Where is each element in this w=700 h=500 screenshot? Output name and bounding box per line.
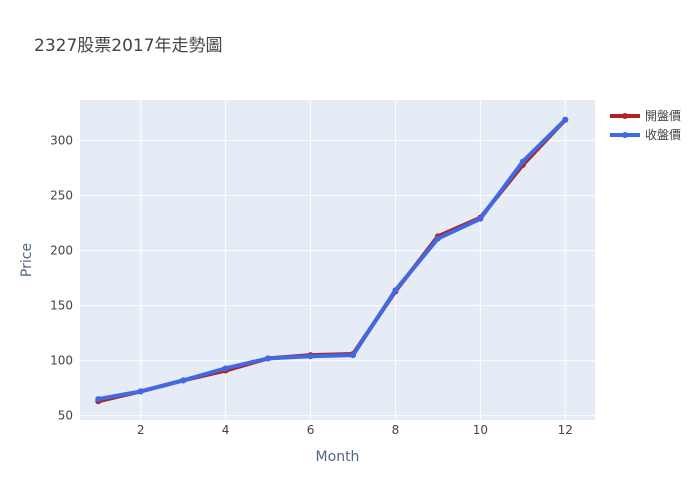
legend-swatch-marker [622, 132, 628, 138]
x-tick-label: 10 [473, 423, 488, 437]
series-layer [95, 116, 569, 405]
series-2 [95, 116, 569, 403]
data-point [519, 158, 526, 165]
y-tick-label: 150 [50, 299, 73, 313]
y-axis-title: Price [19, 243, 35, 277]
data-point [562, 116, 569, 123]
y-axis-ticks: 50 100 150 200 250 300 [50, 134, 73, 423]
legend-item-2[interactable]: 收盤價 [610, 128, 681, 142]
data-point [434, 235, 441, 242]
x-axis-title: Month [316, 449, 360, 465]
legend-label: 收盤價 [645, 128, 681, 142]
x-tick-label: 8 [392, 423, 400, 437]
x-axis-ticks: 2 4 6 8 10 12 [137, 423, 573, 437]
data-point [180, 377, 187, 384]
x-tick-label: 2 [137, 423, 145, 437]
y-tick-label: 100 [50, 354, 73, 368]
data-point [265, 355, 272, 362]
x-tick-label: 12 [558, 423, 573, 437]
series-line [96, 117, 568, 402]
data-point [95, 396, 102, 403]
x-tick-label: 6 [307, 423, 315, 437]
plot-area [80, 100, 595, 420]
data-point [137, 388, 144, 395]
x-tick-label: 4 [222, 423, 230, 437]
gridlines [80, 100, 595, 420]
legend-item-1[interactable]: 開盤價 [610, 109, 681, 123]
data-point [392, 287, 399, 294]
data-point [349, 352, 356, 359]
data-point [222, 365, 229, 372]
data-point [477, 215, 484, 222]
legend-swatch-marker [622, 113, 628, 119]
y-tick-label: 300 [50, 134, 73, 148]
legend-label: 開盤價 [645, 109, 681, 123]
chart-title: 2327股票2017年走勢圖 [34, 36, 223, 56]
data-point [307, 353, 314, 360]
y-tick-label: 50 [58, 409, 73, 423]
y-tick-label: 200 [50, 244, 73, 258]
y-tick-label: 250 [50, 189, 73, 203]
